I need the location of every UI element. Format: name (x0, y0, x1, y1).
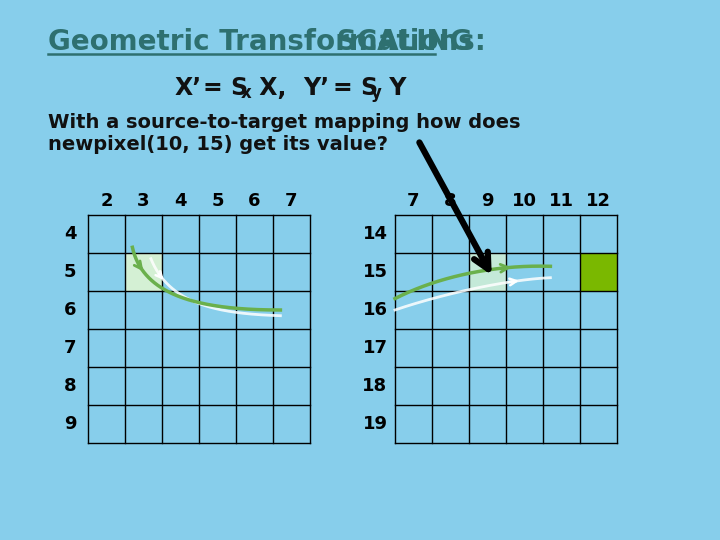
Text: 10: 10 (512, 192, 537, 210)
Text: Y: Y (381, 76, 407, 100)
Text: = S: = S (333, 76, 378, 100)
Text: 8: 8 (63, 377, 76, 395)
Text: 7: 7 (285, 192, 298, 210)
Text: 12: 12 (586, 192, 611, 210)
Text: y: y (371, 84, 382, 102)
Text: 7: 7 (64, 339, 76, 357)
Text: 3: 3 (138, 192, 150, 210)
Text: 5: 5 (211, 192, 224, 210)
Text: 8: 8 (444, 192, 456, 210)
Bar (125, 253, 162, 291)
Text: 15: 15 (362, 263, 387, 281)
Text: = S: = S (203, 76, 248, 100)
Bar (580, 253, 617, 291)
Text: 4: 4 (64, 225, 76, 243)
Text: Geometric Transformations:: Geometric Transformations: (48, 28, 486, 56)
Text: 5: 5 (64, 263, 76, 281)
Text: Y’: Y’ (303, 76, 329, 100)
Text: 7: 7 (408, 192, 420, 210)
Text: SCALING: SCALING (48, 28, 472, 56)
Text: 18: 18 (362, 377, 387, 395)
Text: X,: X, (251, 76, 287, 100)
Text: 17: 17 (362, 339, 387, 357)
Text: X’: X’ (175, 76, 202, 100)
Text: 2: 2 (100, 192, 113, 210)
Text: 6: 6 (248, 192, 261, 210)
Text: x: x (241, 84, 252, 102)
Text: 9: 9 (481, 192, 494, 210)
Text: 16: 16 (362, 301, 387, 319)
Text: newpixel(10, 15) get its value?: newpixel(10, 15) get its value? (48, 136, 388, 154)
Text: 11: 11 (549, 192, 574, 210)
Text: 14: 14 (362, 225, 387, 243)
Text: 19: 19 (362, 415, 387, 433)
Text: 9: 9 (64, 415, 76, 433)
Text: 4: 4 (174, 192, 186, 210)
Text: 6: 6 (64, 301, 76, 319)
Text: With a source-to-target mapping how does: With a source-to-target mapping how does (48, 112, 521, 132)
Bar (469, 253, 506, 291)
